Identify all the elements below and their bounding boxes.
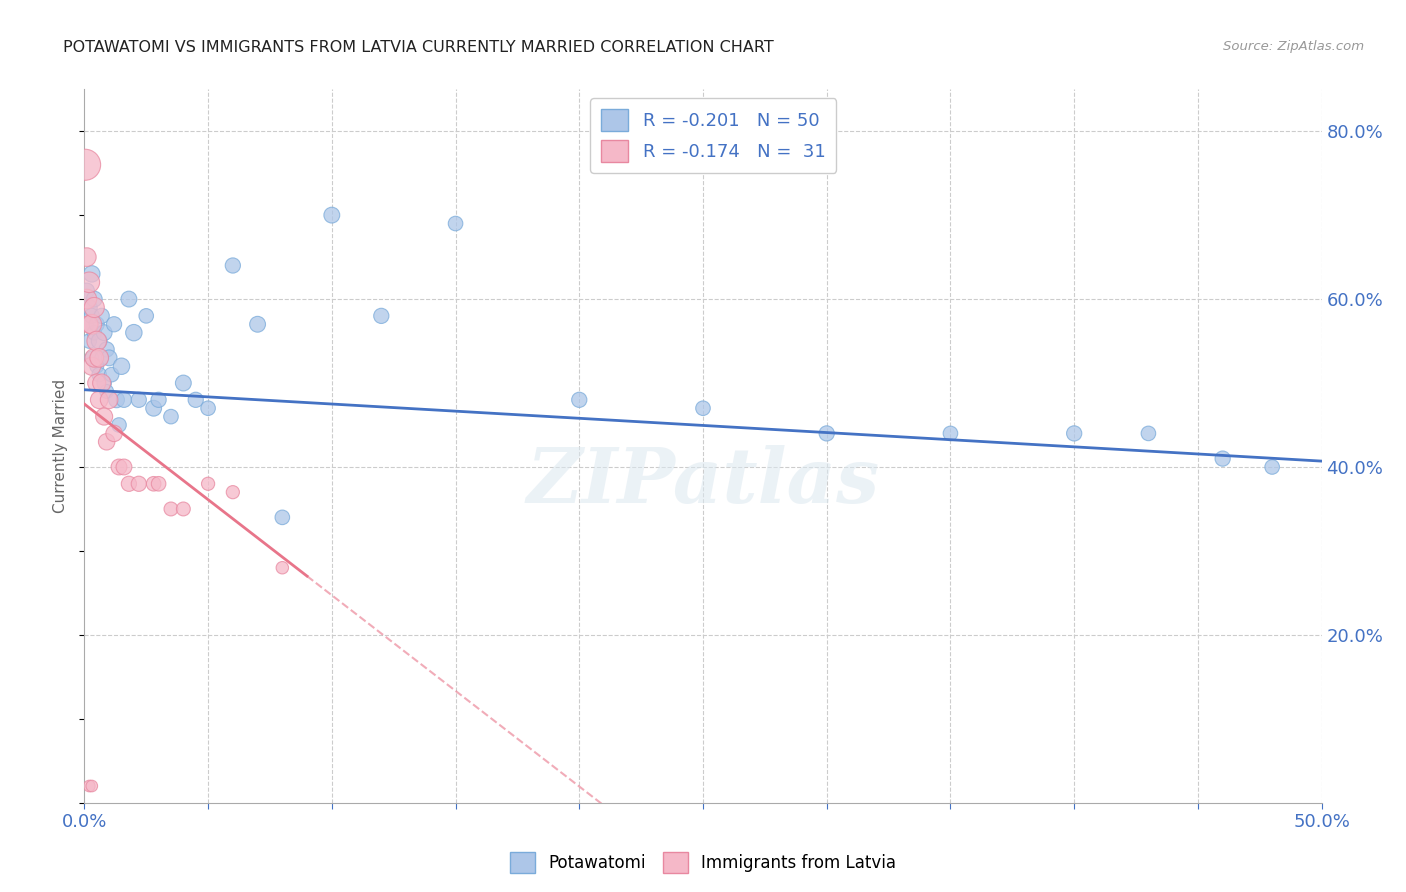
Point [197,476,219,491]
Point [89,334,111,348]
Point [1063,426,1085,441]
Point [197,401,219,416]
Y-axis label: Currently Married: Currently Married [53,379,69,513]
Point [76,284,98,298]
Point [128,392,150,407]
Point [90,351,112,365]
Point [184,392,207,407]
Point [271,510,294,524]
Point [100,368,122,382]
Point [93,409,115,424]
Point [128,476,150,491]
Point [76,292,98,306]
Point [80,779,103,793]
Point [98,351,121,365]
Point [86,318,108,332]
Point [103,318,125,332]
Point [80,318,103,332]
Point [93,326,115,340]
Point [83,301,105,315]
Text: ZIPatlas: ZIPatlas [526,445,880,518]
Point [110,359,132,374]
Point [815,426,838,441]
Point [86,376,108,390]
Point [172,502,194,516]
Point [79,334,101,348]
Point [98,392,121,407]
Point [105,392,128,407]
Point [103,426,125,441]
Legend: Potawatomi, Immigrants from Latvia: Potawatomi, Immigrants from Latvia [503,846,903,880]
Point [692,401,714,416]
Point [89,368,111,382]
Point [79,275,101,289]
Point [271,560,294,574]
Point [79,779,101,793]
Point [108,417,131,432]
Point [118,476,141,491]
Point [96,384,118,399]
Point [76,318,98,332]
Point [76,250,98,264]
Point [222,259,245,273]
Point [80,309,103,323]
Point [142,401,165,416]
Point [112,460,135,475]
Point [112,392,135,407]
Point [86,359,108,374]
Point [108,460,131,475]
Point [939,426,962,441]
Point [96,343,118,357]
Point [80,359,103,374]
Point [80,351,103,365]
Point [80,267,103,281]
Text: POTAWATOMI VS IMMIGRANTS FROM LATVIA CURRENTLY MARRIED CORRELATION CHART: POTAWATOMI VS IMMIGRANTS FROM LATVIA CUR… [63,40,775,55]
Point [160,409,183,424]
Point [1261,460,1284,475]
Point [370,309,392,323]
Point [444,217,467,231]
Text: Source: ZipAtlas.com: Source: ZipAtlas.com [1223,40,1364,54]
Point [79,301,101,315]
Point [83,326,105,340]
Point [172,376,194,390]
Point [75,158,97,172]
Point [160,502,183,516]
Point [142,476,165,491]
Point [135,309,157,323]
Point [79,318,101,332]
Point [321,208,343,222]
Point [122,326,145,340]
Point [93,376,115,390]
Point [86,334,108,348]
Point [222,485,245,500]
Point [83,292,105,306]
Legend: R = -0.201   N = 50, R = -0.174   N =  31: R = -0.201 N = 50, R = -0.174 N = 31 [591,98,837,173]
Point [148,476,170,491]
Point [90,376,112,390]
Point [89,392,111,407]
Point [148,392,170,407]
Point [1212,451,1234,466]
Point [568,392,591,407]
Point [246,318,269,332]
Point [83,351,105,365]
Point [118,292,141,306]
Point [1137,426,1160,441]
Point [89,351,111,365]
Point [96,434,118,449]
Point [90,309,112,323]
